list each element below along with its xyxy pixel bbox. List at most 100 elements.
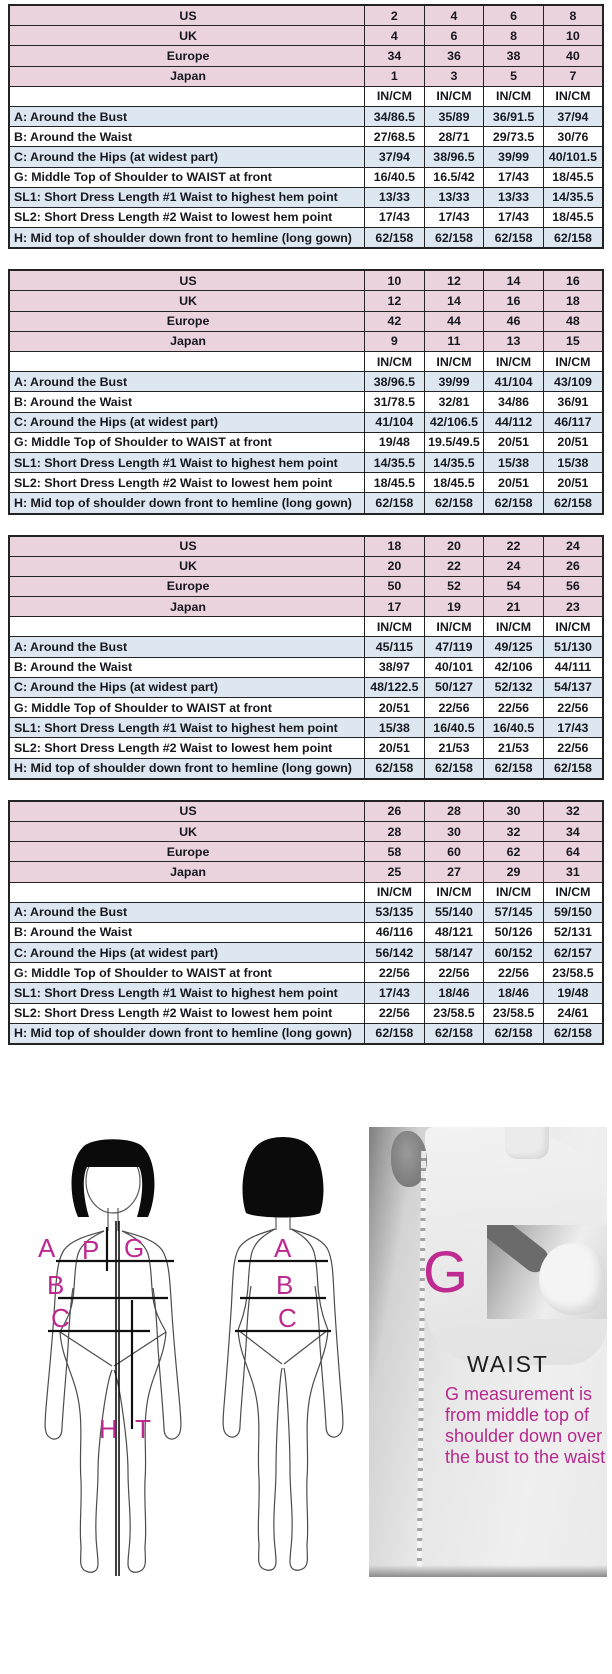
size-value: 38 bbox=[483, 45, 544, 67]
measurement-value: 62/158 bbox=[423, 227, 485, 249]
measurement-row: SL1: Short Dress Length #1 Waist to high… bbox=[8, 186, 604, 208]
front-figure-labels: P G A B C H T bbox=[38, 1233, 151, 1444]
measurement-value: 46/117 bbox=[542, 411, 604, 433]
size-value: 52 bbox=[423, 575, 485, 598]
measurement-value: 56/142 bbox=[364, 942, 425, 964]
measurement-value: 62/158 bbox=[423, 492, 485, 514]
inset-shoulder-photo bbox=[487, 1225, 607, 1319]
size-value: 64 bbox=[542, 841, 604, 863]
region-label: Japan bbox=[8, 65, 366, 87]
size-value: 30 bbox=[483, 800, 544, 822]
size-value: 7 bbox=[542, 65, 604, 87]
photo-letter-g: G bbox=[423, 1240, 469, 1305]
measurement-value: 39/99 bbox=[483, 146, 544, 168]
measurement-value: 62/158 bbox=[364, 757, 425, 780]
unit-label: IN/CM bbox=[364, 350, 425, 373]
region-row-europe: Europe 58 60 62 64 bbox=[8, 841, 604, 863]
measurement-value: 62/158 bbox=[423, 757, 485, 780]
measurement-value: 20/51 bbox=[364, 696, 425, 719]
size-value: 2 bbox=[364, 4, 425, 27]
size-value: 16 bbox=[542, 269, 604, 292]
measurement-value: 18/45.5 bbox=[423, 472, 485, 494]
measurement-label: C: Around the Hips (at widest part) bbox=[8, 411, 366, 433]
measurement-value: 22/56 bbox=[483, 696, 544, 719]
size-value: 44 bbox=[423, 310, 485, 332]
region-row-uk: UK 4 6 8 10 bbox=[8, 25, 604, 47]
measurement-value: 16/40.5 bbox=[364, 166, 425, 188]
size-value: 23 bbox=[542, 596, 604, 618]
measurement-value: 62/158 bbox=[364, 492, 425, 514]
measurement-value: 42/106 bbox=[483, 656, 544, 678]
size-value: 18 bbox=[364, 535, 425, 557]
size-value: 6 bbox=[483, 4, 544, 27]
size-value: 54 bbox=[483, 575, 544, 598]
measurement-value: 16.5/42 bbox=[423, 166, 485, 188]
measurement-value: 41/104 bbox=[483, 371, 544, 393]
waist-label: WAIST bbox=[467, 1351, 549, 1377]
measurement-row: B: Around the Waist 27/68.5 28/71 29/73.5 30… bbox=[8, 126, 604, 148]
measurement-value: 23/58.5 bbox=[483, 1002, 544, 1024]
measuring-tape bbox=[416, 1150, 427, 1568]
measurement-row: B: Around the Waist 38/97 40/101 42/106 44/1… bbox=[8, 656, 604, 678]
label-b: B bbox=[47, 1270, 64, 1300]
measurement-value: 18/45.5 bbox=[364, 472, 425, 494]
size-value: 15 bbox=[542, 330, 604, 353]
measurement-value: 46/116 bbox=[364, 921, 425, 944]
measurement-value: 17/43 bbox=[423, 206, 485, 229]
size-value: 12 bbox=[423, 269, 485, 292]
size-value: 56 bbox=[542, 575, 604, 598]
measurement-value: 53/135 bbox=[364, 901, 425, 923]
measurement-value: 37/94 bbox=[364, 146, 425, 168]
measurement-value: 16/40.5 bbox=[423, 717, 485, 739]
measurement-diagrams: P G A B C H T bbox=[28, 1127, 608, 1581]
measurement-row: H: Mid top of shoulder down front to hem… bbox=[8, 757, 604, 780]
measurement-value: 19.5/49.5 bbox=[423, 431, 485, 453]
measurement-value: 51/130 bbox=[542, 636, 604, 658]
measurement-label: A: Around the Bust bbox=[8, 901, 366, 923]
measurement-value: 37/94 bbox=[542, 105, 604, 128]
measurement-value: 14/35.5 bbox=[364, 451, 425, 474]
measurement-label: G: Middle Top of Shoulder to WAIST at fr… bbox=[8, 962, 366, 984]
size-value: 1 bbox=[364, 65, 425, 87]
unit-label: IN/CM bbox=[542, 85, 604, 107]
measurement-value: 55/140 bbox=[423, 901, 485, 923]
measurement-value: 13/33 bbox=[483, 186, 544, 208]
unit-row-spacer bbox=[8, 85, 366, 107]
size-value: 26 bbox=[542, 555, 604, 577]
measurement-value: 36/91.5 bbox=[483, 105, 544, 128]
region-row-japan: Japan 9 11 13 15 bbox=[8, 330, 604, 353]
measurement-value: 62/158 bbox=[364, 227, 425, 249]
region-label: Europe bbox=[8, 310, 366, 332]
measurement-label: G: Middle Top of Shoulder to WAIST at fr… bbox=[8, 431, 366, 453]
size-value: 34 bbox=[364, 45, 425, 67]
size-value: 4 bbox=[423, 4, 485, 27]
measurement-value: 47/119 bbox=[423, 636, 485, 658]
size-value: 4 bbox=[364, 25, 425, 47]
measurement-label: H: Mid top of shoulder down front to hem… bbox=[8, 1022, 366, 1045]
measurement-value: 40/101.5 bbox=[542, 146, 604, 168]
measurement-value: 62/158 bbox=[542, 757, 604, 780]
measurement-row: SL1: Short Dress Length #1 Waist to high… bbox=[8, 717, 604, 739]
region-row-japan: Japan 1 3 5 7 bbox=[8, 65, 604, 87]
measurement-value: 36/91 bbox=[542, 391, 604, 413]
region-label: US bbox=[8, 800, 366, 822]
size-value: 9 bbox=[364, 330, 425, 353]
back-figure-body-outline bbox=[222, 1228, 344, 1571]
measurement-value: 21/53 bbox=[483, 737, 544, 759]
measurement-value: 15/38 bbox=[483, 451, 544, 474]
region-label: Japan bbox=[8, 330, 366, 353]
measurement-label: SL2: Short Dress Length #2 Waist to lowe… bbox=[8, 737, 366, 759]
size-value: 30 bbox=[423, 820, 485, 843]
measurement-value: 54/137 bbox=[542, 676, 604, 699]
measurement-value: 57/145 bbox=[483, 901, 544, 923]
measurement-label: B: Around the Waist bbox=[8, 391, 366, 413]
unit-label: IN/CM bbox=[423, 881, 485, 903]
measurement-row: C: Around the Hips (at widest part) 48/12… bbox=[8, 676, 604, 699]
measurement-label: H: Mid top of shoulder down front to hem… bbox=[8, 492, 366, 514]
measurement-row: A: Around the Bust 34/86.5 35/89 36/91.5 37/… bbox=[8, 105, 604, 128]
size-value: 26 bbox=[364, 800, 425, 822]
unit-row-spacer bbox=[8, 616, 366, 638]
unit-row: IN/CM IN/CM IN/CM IN/CM bbox=[8, 881, 604, 903]
size-table-3: US 18 20 22 24 UK 20 22 24 26 Europe 50 52 54 56 Japan 1… bbox=[8, 534, 604, 780]
measurement-value: 48/122.5 bbox=[364, 676, 425, 699]
